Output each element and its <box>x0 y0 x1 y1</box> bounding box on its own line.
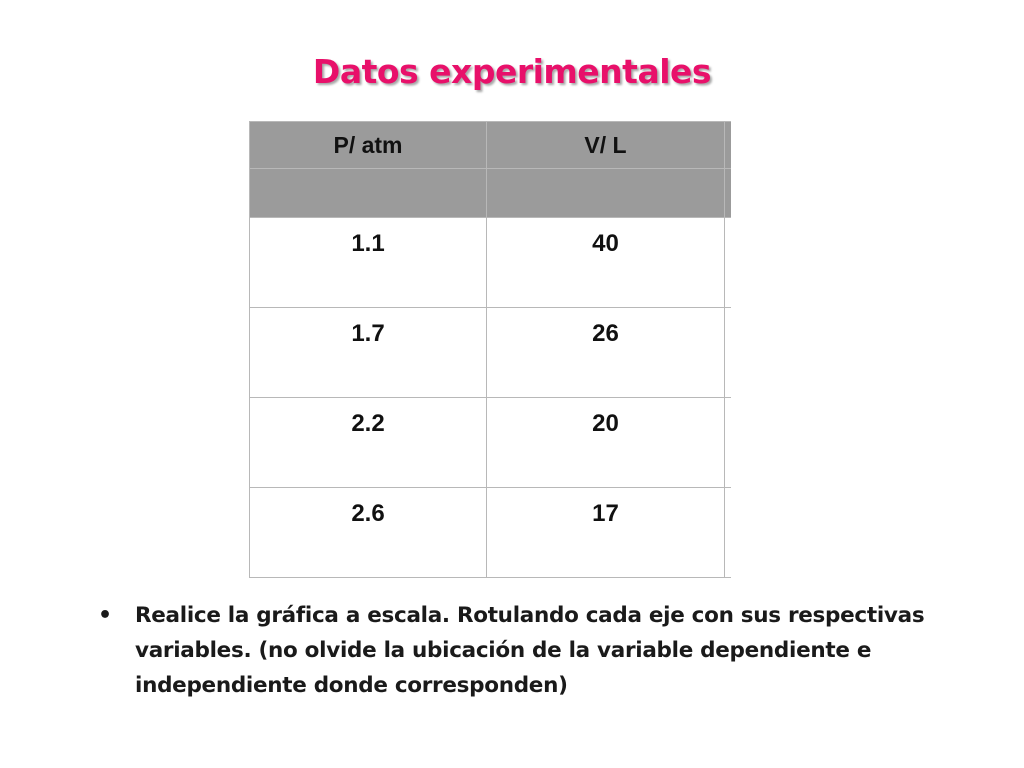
cell-volume: 17 <box>486 487 725 578</box>
table-row: 1.7 26 <box>249 307 731 398</box>
table-row: 2.2 20 <box>249 397 731 488</box>
cell-extra <box>724 217 731 308</box>
header-sub-cell <box>724 168 731 218</box>
cell-pressure: 2.6 <box>249 487 487 578</box>
cell-volume: 26 <box>486 307 725 398</box>
header-volume: V/ L <box>486 121 725 169</box>
cell-extra <box>724 307 731 398</box>
table-header-row: P/ atm V/ L <box>249 121 731 169</box>
data-table-container: P/ atm V/ L 1.1 40 1.7 26 2.2 <box>249 121 731 578</box>
cell-pressure: 1.1 <box>249 217 487 308</box>
bullet-text: Realice la gráfica a escala. Rotulando c… <box>135 603 925 698</box>
table-row: 1.1 40 <box>249 217 731 308</box>
cell-volume: 40 <box>486 217 725 308</box>
table-header-subrow <box>249 168 731 218</box>
header-pressure: P/ atm <box>249 121 487 169</box>
data-table: P/ atm V/ L 1.1 40 1.7 26 2.2 <box>249 121 731 578</box>
cell-pressure: 1.7 <box>249 307 487 398</box>
cell-pressure: 2.2 <box>249 397 487 488</box>
table-row: 2.6 17 <box>249 487 731 578</box>
slide-title: Datos experimentales <box>312 52 712 91</box>
cell-volume: 20 <box>486 397 725 488</box>
header-sub-cell <box>486 168 725 218</box>
header-sub-cell <box>249 168 487 218</box>
cell-extra <box>724 397 731 488</box>
cell-extra <box>724 487 731 578</box>
bullet-marker: • <box>98 603 112 628</box>
header-extra <box>724 121 731 169</box>
bullet-item: • Realice la gráfica a escala. Rotulando… <box>96 598 976 703</box>
bullet-list: • Realice la gráfica a escala. Rotulando… <box>96 598 976 703</box>
